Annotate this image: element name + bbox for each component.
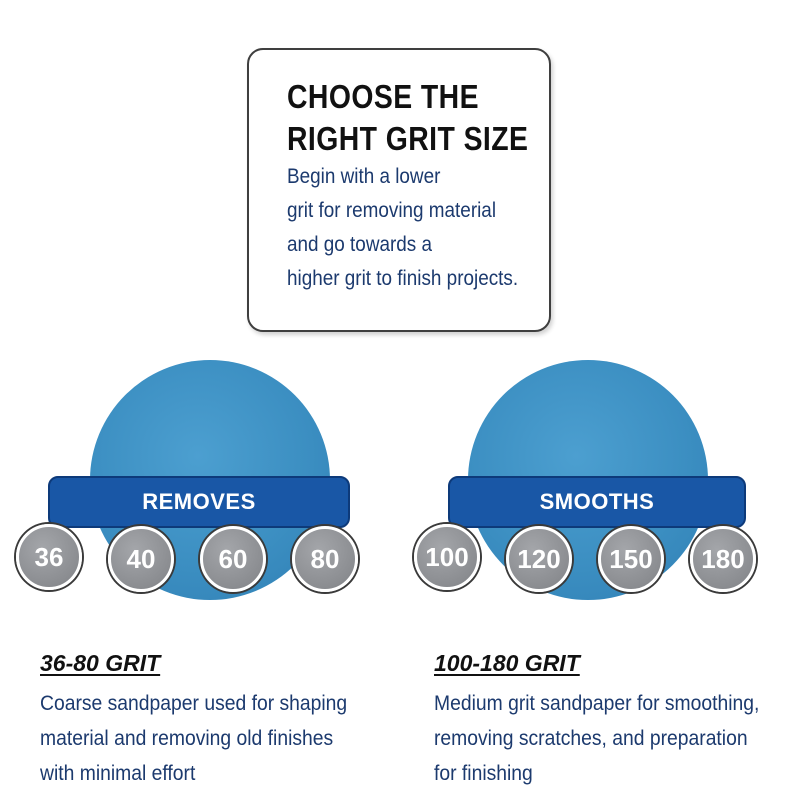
medium-grit-description-line: Medium grit sandpaper for smoothing, [434, 692, 760, 715]
medium-grit-description-line: for finishing [434, 762, 533, 785]
card-description-line: and go towards a [287, 233, 432, 256]
coarse-grit-title: 36-80 GRIT [40, 650, 161, 676]
card-description-line: Begin with a lower [287, 165, 441, 188]
grit-badge-180: 180 [690, 526, 756, 592]
grit-badge-40: 40 [108, 526, 174, 592]
coarse-grit-description: Coarse sandpaper used for shaping materi… [40, 686, 347, 791]
grit-badge-150: 150 [598, 526, 664, 592]
medium-grit-title: 100-180 GRIT [434, 650, 580, 676]
medium-grit-group: SMOOTHS 100 120 150 180 [400, 360, 800, 620]
coarse-grit-description-line: material and removing old finishes [40, 727, 334, 750]
medium-grit-description: Medium grit sandpaper for smoothing, rem… [434, 686, 759, 791]
medium-grit-description-line: removing scratches, and preparation [434, 727, 748, 750]
coarse-grit-description-line: Coarse sandpaper used for shaping [40, 692, 348, 715]
card-title-line: RIGHT GRIT SIZE [287, 120, 529, 157]
grit-badge-60: 60 [200, 526, 266, 592]
card-title: CHOOSE THE RIGHT GRIT SIZE [287, 76, 528, 160]
card-description-line: higher grit to finish projects. [287, 267, 519, 290]
grit-badge-80: 80 [292, 526, 358, 592]
smooths-banner: SMOOTHS [448, 476, 746, 528]
card-description: Begin with a lower grit for removing mat… [287, 160, 518, 296]
coarse-grit-description-line: with minimal effort [40, 762, 196, 785]
grit-badge-36: 36 [16, 524, 82, 590]
grit-badge-100: 100 [414, 524, 480, 590]
removes-banner: REMOVES [48, 476, 350, 528]
card-title-line: CHOOSE THE [287, 78, 479, 115]
grit-badge-120: 120 [506, 526, 572, 592]
info-card: CHOOSE THE RIGHT GRIT SIZE Begin with a … [247, 48, 551, 332]
card-description-line: grit for removing material [287, 199, 497, 222]
coarse-grit-group: REMOVES 36 40 60 80 [0, 360, 400, 620]
